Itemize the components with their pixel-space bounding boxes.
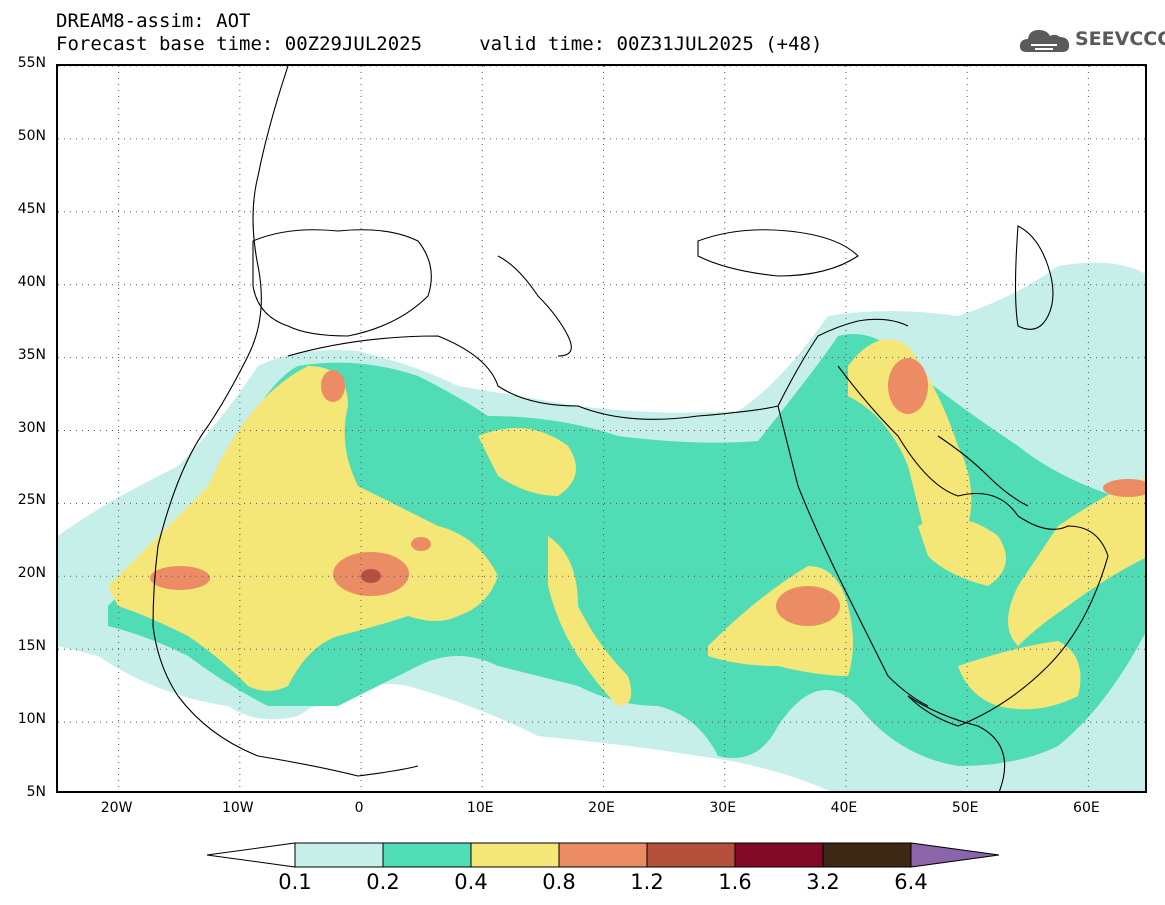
- lat-tick-label: 5N: [26, 784, 46, 800]
- aot-peak-eritrea: [776, 586, 840, 626]
- colorbar-swatch: [822, 842, 912, 868]
- aot-field-0.4-sahara: [108, 366, 498, 691]
- aot-field-0.4-yemen: [958, 641, 1081, 710]
- aot-field-0.4-mesopotamia: [848, 339, 972, 549]
- lon-tick-label: 50E: [951, 800, 979, 816]
- coastline-persian-gulf: [937, 435, 1029, 507]
- coastline-black-sea: [697, 229, 859, 277]
- lat-tick-label: 30N: [17, 419, 46, 436]
- lat-tick-label: 55N: [17, 55, 46, 71]
- map-title: DREAM8-assim: AOT: [56, 10, 251, 32]
- lat-tick-label: 25N: [17, 492, 46, 509]
- coastline-red-sea: [777, 405, 929, 707]
- coastline-mediterranean: [287, 318, 909, 420]
- colorbar: [206, 842, 1000, 868]
- colorbar-label: 0.4: [454, 870, 488, 894]
- colorbar-label: 1.2: [630, 870, 664, 894]
- lon-tick-label: 0: [354, 800, 364, 816]
- colorbar-below-triangle: [206, 842, 296, 868]
- lon-tick-label: 40E: [830, 800, 858, 816]
- colorbar-label: 0.1: [278, 870, 312, 894]
- lat-tick-label: 40N: [17, 273, 46, 290]
- colorbar-swatch: [382, 842, 472, 868]
- coastline-caspian: [1014, 225, 1054, 330]
- colorbar-above-triangle: [910, 842, 1000, 868]
- colorbar-label: 0.2: [366, 870, 400, 894]
- coastline-iberia: [252, 229, 432, 337]
- forecast-times: Forecast base time: 00Z29JUL2025 valid t…: [56, 33, 823, 55]
- lat-tick-label: 10N: [17, 711, 46, 728]
- aot-field-0.4-egypt: [478, 428, 576, 496]
- lon-tick-label: 10E: [466, 800, 494, 816]
- colorbar-label: 3.2: [806, 870, 840, 894]
- map-panel: [56, 64, 1147, 793]
- colorbar-label: 6.4: [894, 870, 928, 894]
- coastline-italy: [497, 255, 572, 357]
- aot-field-0.4-oman: [1008, 477, 1145, 646]
- logo-text: SEEVCCC: [1075, 28, 1165, 50]
- coastline-arabia: [837, 365, 1109, 727]
- lon-tick-label: 10W: [221, 800, 254, 816]
- colorbar-label: 0.8: [542, 870, 576, 894]
- aot-field-0.4-chad: [548, 536, 632, 706]
- lat-tick-label: 50N: [17, 127, 46, 144]
- coastline-horn-africa: [907, 695, 1006, 791]
- colorbar-label: 1.6: [718, 870, 752, 894]
- colorbar-swatch: [646, 842, 736, 868]
- lon-tick-label: 20W: [100, 800, 133, 816]
- coastline-west-africa: [152, 66, 419, 777]
- lat-tick-label: 35N: [17, 346, 46, 363]
- colorbar-swatch: [558, 842, 648, 868]
- aot-map: [58, 66, 1145, 791]
- lat-tick-label: 15N: [17, 638, 46, 655]
- lon-tick-label: 20E: [588, 800, 615, 816]
- lat-tick-label: 45N: [17, 200, 46, 217]
- colorbar-swatch: [734, 842, 824, 868]
- aot-peak-oman: [1103, 479, 1145, 497]
- aot-field-0.2: [108, 334, 1145, 766]
- aot-peak-mauritania: [150, 566, 210, 590]
- aot-peak-iraq: [888, 358, 928, 414]
- aot-peak-morocco: [321, 370, 345, 402]
- lat-tick-label: 20N: [17, 565, 46, 582]
- aot-peak-algeria: [411, 537, 431, 551]
- colorbar-swatch: [470, 842, 560, 868]
- seevccc-logo: SEEVCCC: [1017, 22, 1165, 58]
- aot-field-0.4-arabia: [918, 518, 1006, 586]
- lon-tick-label: 60E: [1073, 800, 1100, 816]
- cloud-icon: [1019, 30, 1070, 52]
- lon-tick-label: 30E: [709, 800, 737, 816]
- colorbar-swatch: [294, 842, 384, 868]
